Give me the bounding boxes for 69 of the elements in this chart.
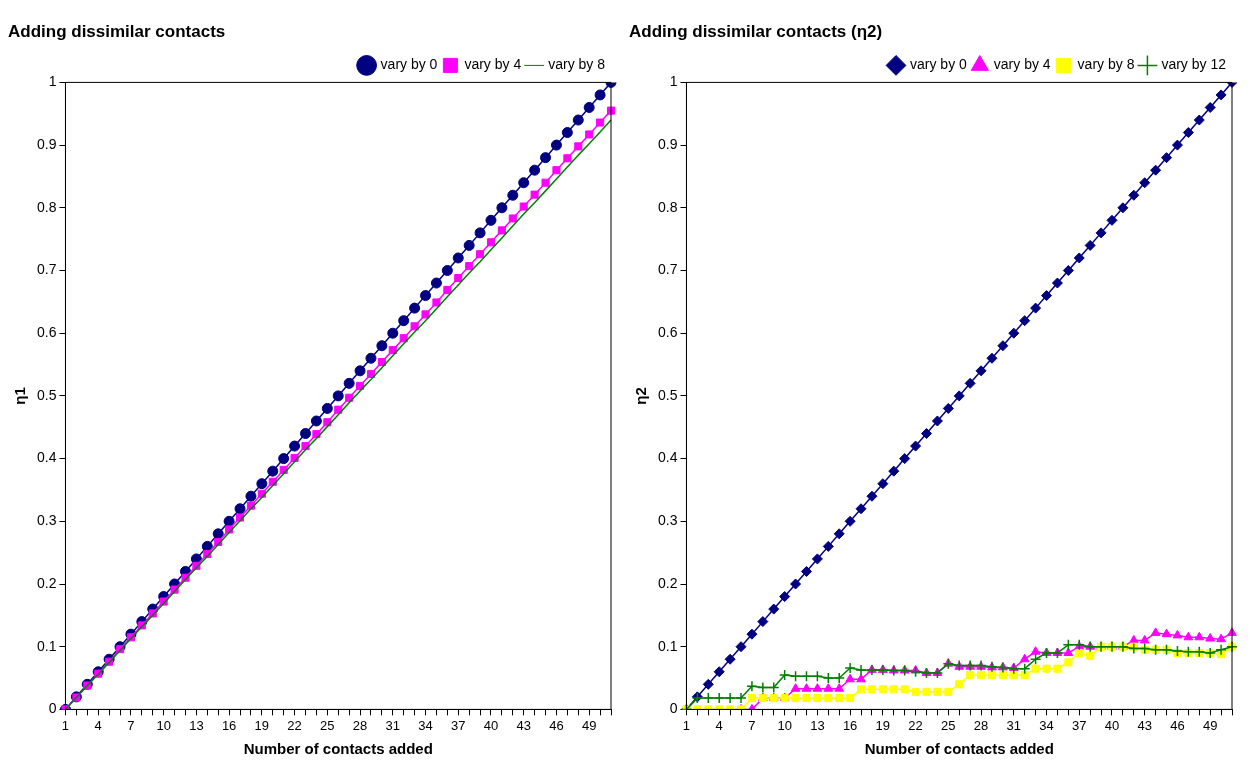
- x-tick-label: 49: [581, 717, 597, 733]
- x-tick-label: 37: [451, 717, 466, 733]
- x-tick-label: 4: [715, 717, 723, 733]
- x-axis-title: Number of contacts added: [243, 740, 433, 758]
- y-tick-label: 0.5: [36, 386, 57, 403]
- x-tick-label: 4: [94, 717, 102, 733]
- y-axis-title: η2: [632, 387, 650, 405]
- y-tick-label: 0.1: [657, 637, 678, 654]
- x-tick-label: 40: [483, 717, 499, 733]
- y-tick-label: 1: [48, 73, 57, 90]
- x-tick-label: 34: [1039, 717, 1054, 733]
- x-tick-label: 37: [1072, 717, 1087, 733]
- y-tick-label: 0.9: [36, 135, 57, 152]
- x-tick-label: 49: [1202, 717, 1218, 733]
- x-tick-label: 1: [682, 717, 691, 733]
- legend-label: vary by 8: [1077, 56, 1135, 73]
- x-tick-label: 28: [352, 717, 368, 733]
- x-tick-label: 7: [127, 717, 135, 733]
- x-tick-label: 13: [189, 717, 204, 733]
- x-tick-label: 25: [941, 717, 956, 733]
- legend-label: vary by 4: [993, 56, 1051, 73]
- chart-title: Adding dissimilar contacts (η2): [629, 21, 883, 41]
- y-tick-label: 0.9: [657, 135, 678, 152]
- x-tick-label: 43: [516, 717, 531, 733]
- x-tick-label: 16: [221, 717, 237, 733]
- y-tick-label: 0.7: [657, 261, 678, 278]
- x-tick-label: 16: [842, 717, 858, 733]
- y-tick-label: 0.6: [657, 324, 678, 341]
- x-tick-label: 22: [287, 717, 302, 733]
- y-tick-label: 0.8: [657, 198, 678, 215]
- y-tick-label: 0.6: [36, 324, 57, 341]
- x-tick-label: 31: [1006, 717, 1022, 733]
- y-tick-label: 0.5: [657, 386, 678, 403]
- chart-title: Adding dissimilar contacts: [8, 21, 226, 41]
- x-tick-label: 40: [1104, 717, 1120, 733]
- legend-label: vary by 8: [548, 56, 606, 73]
- x-tick-label: 7: [748, 717, 756, 733]
- x-tick-label: 22: [908, 717, 923, 733]
- y-tick-label: 0.4: [36, 449, 57, 466]
- x-tick-label: 46: [549, 717, 564, 733]
- y-tick-label: 0: [669, 700, 678, 717]
- y-tick-label: 0.2: [657, 574, 678, 591]
- x-tick-label: 43: [1137, 717, 1152, 733]
- legend-label: vary by 0: [910, 56, 968, 73]
- x-tick-label: 10: [777, 717, 792, 733]
- x-tick-label: 46: [1170, 717, 1185, 733]
- x-tick-label: 25: [320, 717, 335, 733]
- y-tick-label: 1: [669, 73, 678, 90]
- x-axis-title: Number of contacts added: [864, 740, 1054, 758]
- x-tick-label: 1: [61, 717, 70, 733]
- y-tick-label: 0.1: [36, 637, 57, 654]
- y-tick-label: 0.2: [36, 574, 57, 591]
- x-tick-label: 19: [254, 717, 270, 733]
- x-tick-label: 13: [810, 717, 825, 733]
- y-tick-label: 0.3: [657, 512, 678, 529]
- x-tick-label: 31: [385, 717, 401, 733]
- legend-label: vary by 4: [464, 56, 522, 73]
- x-tick-label: 34: [418, 717, 433, 733]
- y-tick-label: 0.4: [657, 449, 678, 466]
- x-tick-label: 28: [973, 717, 989, 733]
- y-tick-label: 0: [48, 700, 57, 717]
- x-tick-label: 19: [875, 717, 891, 733]
- legend-label: vary by 0: [380, 56, 438, 73]
- y-tick-label: 0.8: [36, 198, 57, 215]
- y-axis-title: η1: [11, 387, 29, 405]
- y-tick-label: 0.7: [36, 261, 57, 278]
- y-tick-label: 0.3: [36, 512, 57, 529]
- legend-label: vary by 12: [1161, 56, 1227, 73]
- x-tick-label: 10: [156, 717, 171, 733]
